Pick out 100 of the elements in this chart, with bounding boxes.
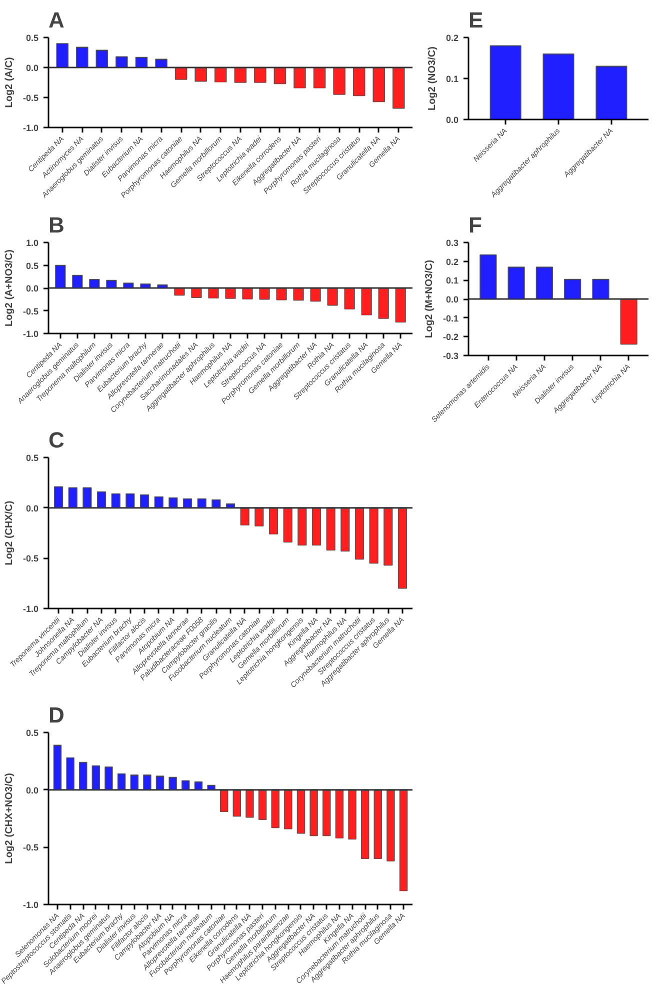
bar [276,288,287,300]
bar [155,58,168,68]
bar [104,766,113,790]
y-tick-label: -0.5 [22,842,39,853]
y-tick-label: 0.2 [446,33,459,43]
bar [268,507,278,534]
y-axis-title: Log2 (NO3/C) [426,46,438,110]
bar [258,789,267,820]
y-tick-label: -0.5 [22,306,39,316]
y-axis-title: Log2 (A/C) [4,57,15,108]
bar [395,288,406,323]
y-tick-label: 1.0 [26,238,39,248]
bar [398,507,408,589]
bar [116,56,128,68]
y-axis-title: Log2 (CHX/C) [4,500,15,566]
bar [536,266,553,300]
bar [592,278,610,300]
y-tick-label: -0.3 [442,351,459,361]
bar [392,67,405,109]
bar [240,507,250,526]
bar [96,491,106,508]
bar [490,45,522,120]
bar [312,507,322,546]
bar [271,789,280,828]
bar [78,762,88,790]
bar [214,67,227,82]
chart-title: F [468,212,482,238]
bar [76,46,88,68]
bar [335,789,344,838]
bar [298,507,307,546]
y-tick-label: 0.0 [26,503,39,514]
bar [399,789,408,892]
y-tick-label: 0.2 [446,256,459,267]
chart-title: D [48,702,64,728]
bar [111,493,120,508]
bar [374,789,382,860]
y-tick-label: 0.1 [446,74,459,84]
chart-title: A [48,8,64,32]
y-tick-label: 0.5 [26,453,39,463]
bar [596,66,628,120]
bar [82,487,92,508]
bar [191,288,202,298]
bar [225,288,236,299]
y-axis-title: Log2 (CHX+NO3/C) [4,773,15,864]
bar [386,789,395,862]
bar [234,67,247,83]
bar [89,278,100,288]
y-tick-label: 0.3 [446,238,459,248]
y-tick-label: 0.0 [26,63,39,73]
bar [53,744,62,790]
y-tick-label: 0.5 [26,33,39,43]
bar [378,288,389,319]
bar [333,67,346,95]
bar [384,507,393,566]
y-tick-label: -0.2 [442,332,459,342]
bar [508,266,525,300]
bar [194,67,207,82]
bar [620,298,638,345]
y-tick-label: 0.1 [446,276,459,286]
bar [313,67,326,88]
y-tick-label: -0.5 [22,554,39,564]
bar [130,774,138,790]
chart-title: B [48,212,64,238]
bar [72,274,83,288]
bar [340,507,350,552]
bar [352,67,366,96]
y-tick-label: 0.0 [446,115,459,125]
bar [96,50,108,68]
y-tick-label: -1.0 [22,604,39,614]
bar [56,43,68,68]
y-tick-label: 0.0 [26,284,39,294]
y-tick-label: 0.0 [446,294,459,304]
y-axis-title: Log2 (M+NO3/C) [424,260,435,338]
bar [68,487,78,508]
bar [168,776,177,790]
bar [242,288,253,300]
bar [254,67,266,83]
bar [327,288,338,306]
bar [117,773,126,790]
bar [296,789,306,834]
bar [283,507,292,542]
bar [294,67,306,88]
bar [344,288,355,310]
bar [564,278,582,300]
bar [372,67,386,102]
chart-title: C [48,428,64,452]
y-tick-label: 0.5 [26,728,39,738]
bar [254,507,264,526]
bar [310,288,321,302]
bar [66,757,74,790]
y-tick-label: -0.5 [22,93,39,103]
bar [246,789,254,818]
bar [542,54,574,120]
bar [55,264,66,288]
y-axis-title: Log2 (A+NO3/C) [4,250,15,326]
bar [54,486,64,508]
bar [143,774,152,790]
y-tick-label: -0.1 [442,313,459,324]
bar [126,493,135,508]
bar [232,789,242,817]
